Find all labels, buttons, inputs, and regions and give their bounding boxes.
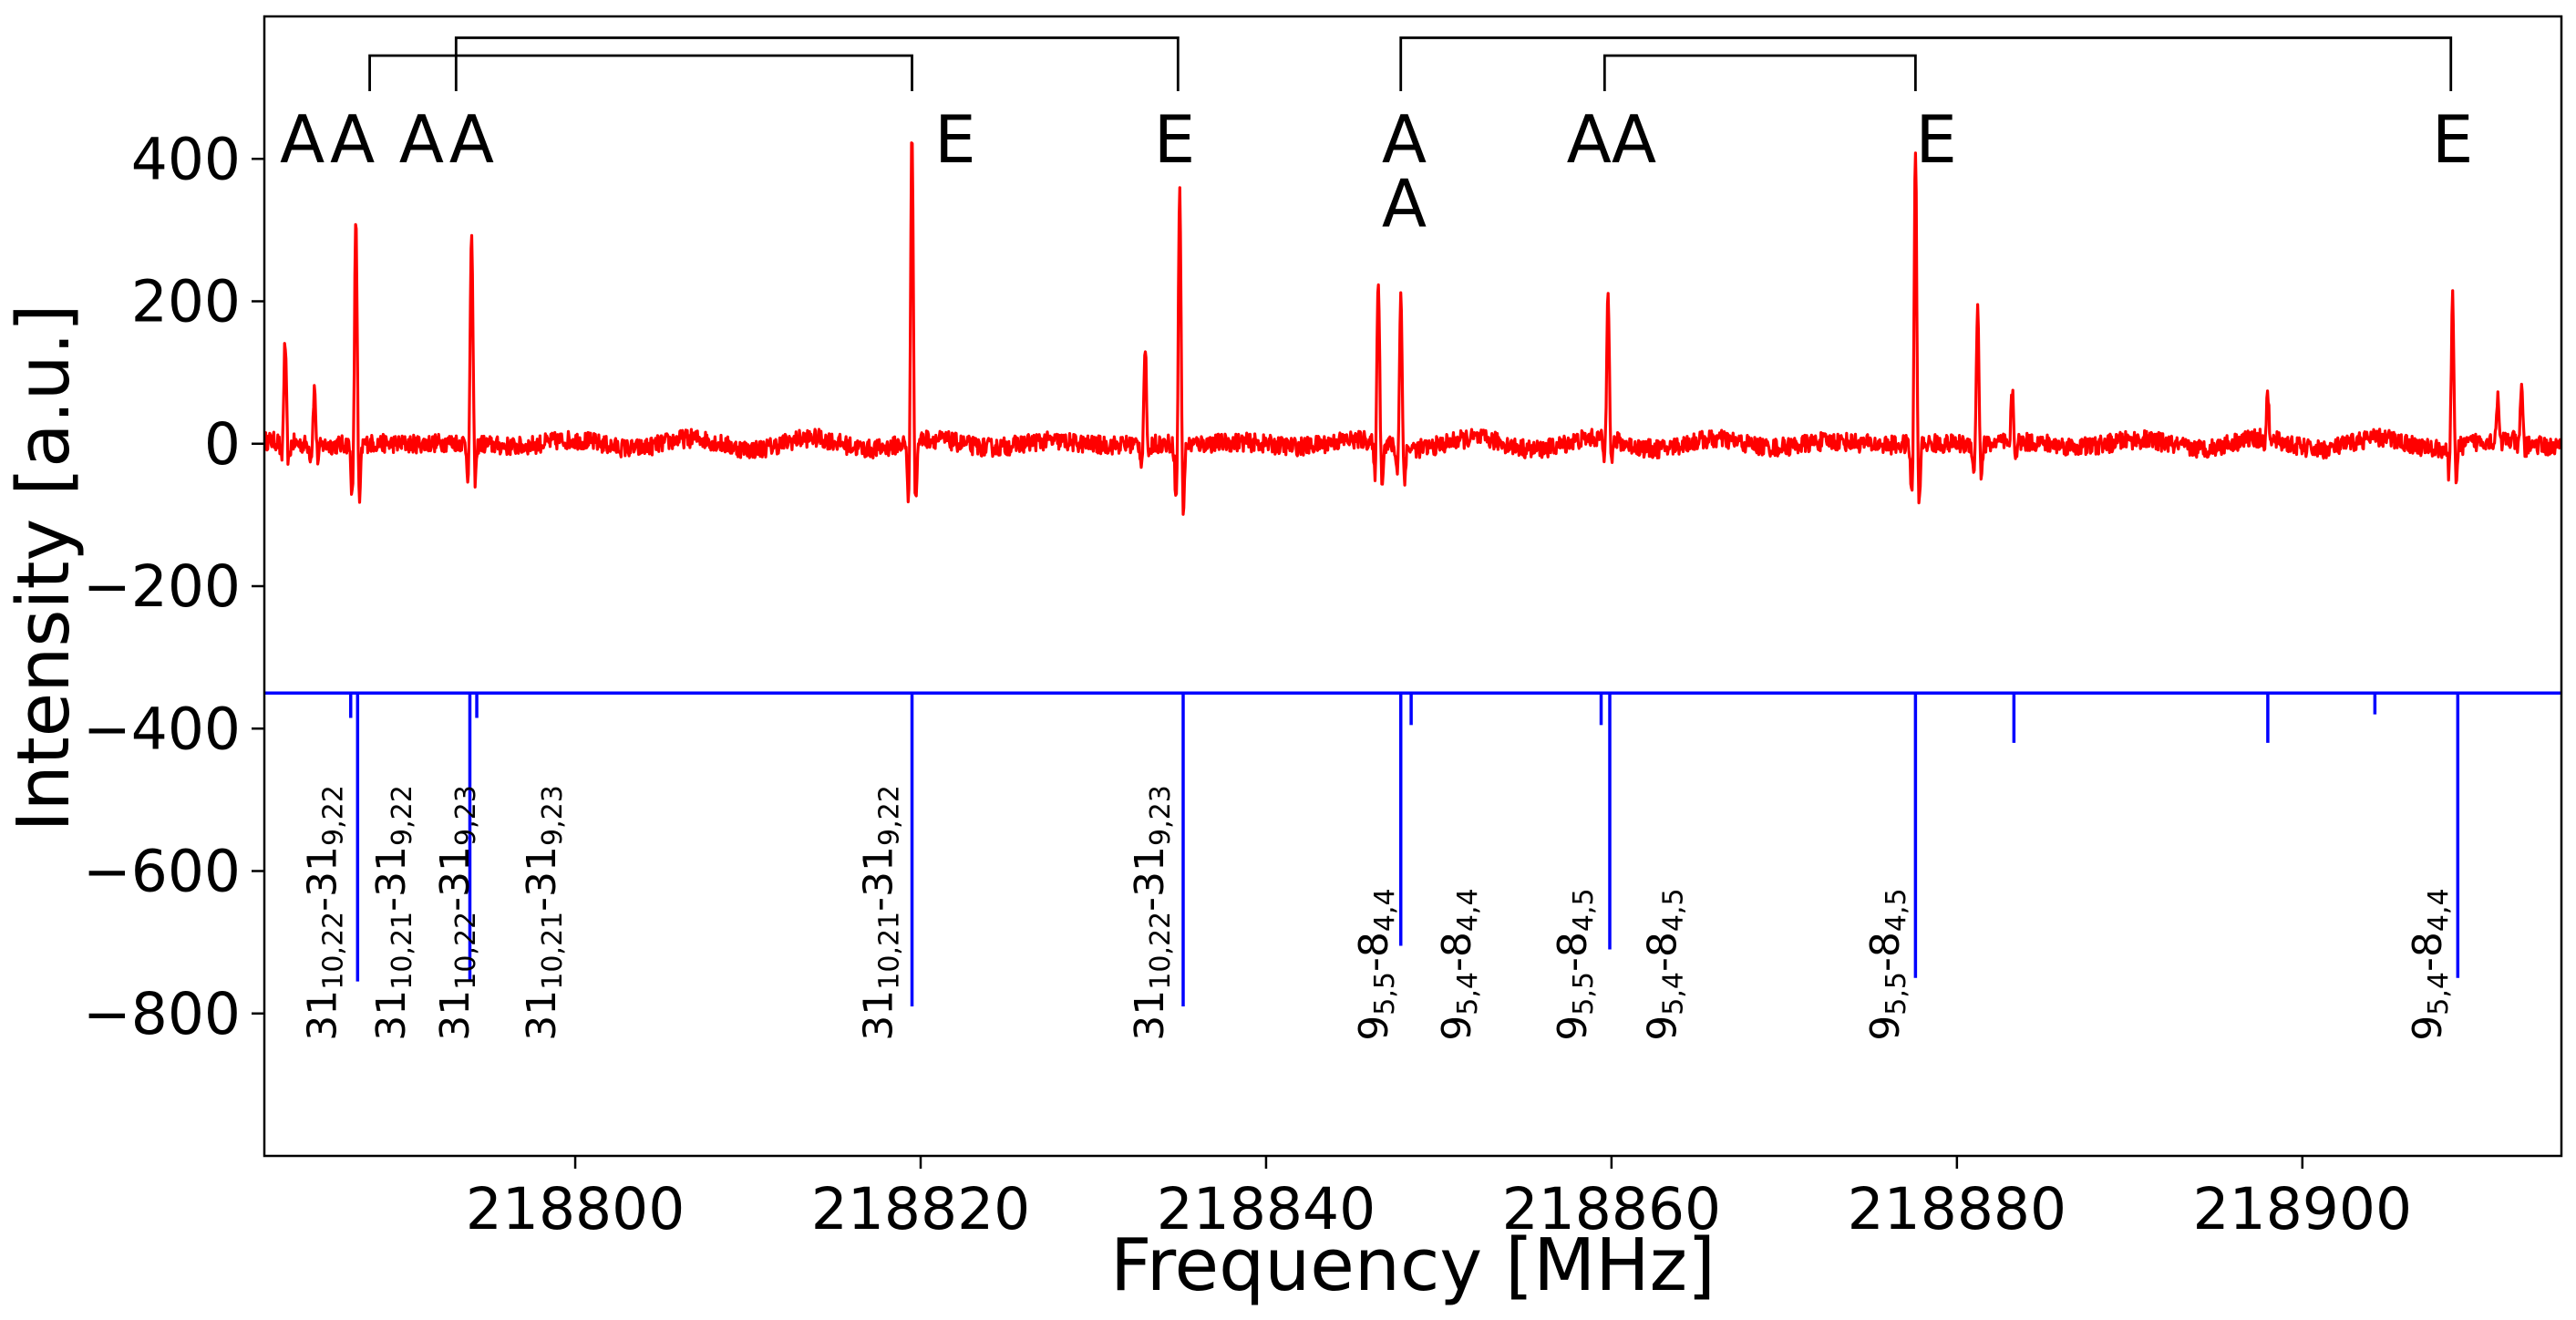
symmetry-annotation: E xyxy=(1915,101,1957,178)
x-tick-label: 218840 xyxy=(1157,1176,1376,1243)
y-tick-label: −600 xyxy=(83,839,241,905)
y-tick-label: 200 xyxy=(131,269,241,335)
symmetry-bracket xyxy=(1602,54,1917,92)
symmetry-annotation: E xyxy=(1154,101,1196,178)
symmetry-annotation: A xyxy=(1612,101,1656,178)
y-tick-label: −800 xyxy=(83,981,241,1047)
y-axis-label: Intensity [a.u.] xyxy=(2,304,86,831)
series-group xyxy=(264,141,2561,1006)
symmetry-annotation: A xyxy=(399,101,444,178)
x-tick-label: 218800 xyxy=(466,1176,685,1243)
y-tick-label: 400 xyxy=(131,126,241,192)
transition-label: 95,4-84,4 xyxy=(2405,888,2455,1040)
plot-area: A A A A E E AAA A E E3110,22-319,223110,21-319,22… xyxy=(264,36,2561,1041)
symmetry-annotation: A xyxy=(1567,101,1612,178)
y-tick-label: 0 xyxy=(204,411,241,478)
y-axis: 400 200 0 −200 −400 −600 −800 xyxy=(83,126,264,1047)
symmetry-bracket xyxy=(1399,36,2453,92)
transition-label: 3110,21-319,22 xyxy=(855,785,905,1041)
symmetry-annotation: E xyxy=(934,101,976,178)
symmetry-annotation: A xyxy=(1382,165,1427,242)
y-tick-label: −200 xyxy=(83,553,241,620)
transition-label: 95,4-84,5 xyxy=(1640,888,1690,1040)
transition-label: 3110,22-319,22 xyxy=(299,785,349,1041)
transition-label: 3110,22-319,23 xyxy=(432,785,482,1041)
symmetry-bracket xyxy=(368,54,913,92)
x-axis: 218800 218820 218840 218860 218880 218900 xyxy=(466,1156,2412,1243)
symmetry-annotation: E xyxy=(2432,101,2474,178)
x-tick-label: 218880 xyxy=(1848,1176,2067,1243)
observed-spectrum-line xyxy=(264,141,2561,516)
symmetry-annotation: A xyxy=(280,101,325,178)
symmetry-annotation: A xyxy=(449,101,494,178)
x-axis-label: Frequency [MHz] xyxy=(1110,1223,1716,1307)
y-tick-label: −400 xyxy=(83,696,241,762)
transition-label: 95,5-84,5 xyxy=(1862,888,1912,1040)
transition-label: 3110,21-319,22 xyxy=(368,785,418,1041)
transition-label: 3110,22-319,23 xyxy=(1127,785,1177,1041)
symmetry-annotation: A xyxy=(330,101,375,178)
transition-label: 95,5-84,4 xyxy=(1351,888,1401,1040)
x-tick-label: 218820 xyxy=(811,1176,1031,1243)
x-tick-label: 218860 xyxy=(1502,1176,1722,1243)
transition-label: 95,4-84,4 xyxy=(1434,888,1484,1040)
symmetry-annotation: A xyxy=(1382,101,1427,178)
transition-label: 95,5-84,5 xyxy=(1550,888,1600,1040)
symmetry-bracket xyxy=(454,36,1180,92)
x-tick-label: 218900 xyxy=(2193,1176,2413,1243)
transition-label: 3110,21-319,23 xyxy=(519,785,569,1041)
